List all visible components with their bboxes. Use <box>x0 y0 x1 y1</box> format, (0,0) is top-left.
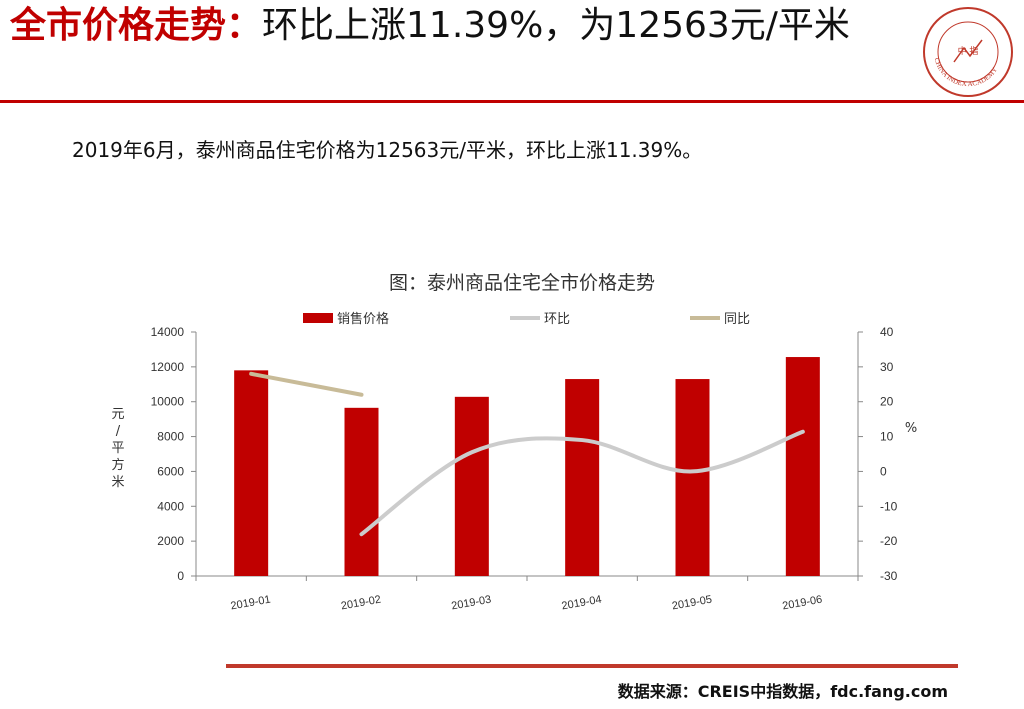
y-tick-label: 4000 <box>157 499 184 513</box>
y2-axis-label: % <box>905 421 917 436</box>
y-tick-label: 10000 <box>151 395 185 409</box>
legend-label-yoy: 同比 <box>724 312 750 327</box>
legend-swatch-price <box>303 313 333 323</box>
chart-title: 图：泰州商品住宅全市价格走势 <box>388 272 655 294</box>
page-title-rest: 环比上涨11.39%，为12563元/平米 <box>262 5 850 46</box>
bar-2019-01 <box>234 370 269 576</box>
y-tick-label: 0 <box>177 569 184 583</box>
y2-tick-label: 30 <box>880 360 894 374</box>
x-tick-label: 2019-02 <box>340 594 382 613</box>
y-tick-label: 6000 <box>157 464 184 478</box>
x-tick-label: 2019-04 <box>561 594 603 613</box>
y2-tick-label: 0 <box>880 464 887 478</box>
x-tick-label: 2019-01 <box>230 594 272 613</box>
y2-tick-label: -10 <box>880 499 898 513</box>
page-title-lead: 全市价格走势： <box>10 5 263 46</box>
data-source: 数据来源：CREIS中指数据，fdc.fang.com <box>617 682 948 701</box>
x-tick-label: 2019-03 <box>450 594 492 613</box>
summary-text: 2019年6月，泰州商品住宅价格为12563元/平米，环比上涨11.39%。 <box>72 138 703 162</box>
x-tick-label: 2019-05 <box>671 594 713 613</box>
bar-2019-03 <box>454 396 489 576</box>
bar-2019-04 <box>565 379 600 576</box>
logo-label: 中 指 <box>958 45 979 57</box>
y-tick-label: 2000 <box>157 534 184 548</box>
x-tick-label: 2019-06 <box>781 594 823 613</box>
y2-tick-label: 20 <box>880 395 894 409</box>
line-series-yoy <box>249 371 364 397</box>
title-divider <box>0 100 1024 103</box>
legend-label-mom: 环比 <box>544 312 570 327</box>
legend-label-price: 销售价格 <box>337 311 389 327</box>
y2-tick-label: -20 <box>880 534 898 548</box>
y-tick-label: 8000 <box>157 430 184 444</box>
china-index-academy-logo: CHINA INDEX ACADEMY 中 指 <box>923 7 1013 97</box>
line-series-mom <box>359 429 805 537</box>
y2-tick-label: 40 <box>880 325 894 339</box>
footer-divider <box>226 664 958 668</box>
bar-2019-05 <box>675 379 710 576</box>
y2-tick-label: 10 <box>880 430 894 444</box>
y-tick-label: 14000 <box>151 325 185 339</box>
bar-2019-06 <box>785 357 820 576</box>
y2-tick-label: -30 <box>880 569 898 583</box>
y-axis-label: 元/平方米 <box>111 407 124 490</box>
page-title: 全市价格走势：环比上涨11.39%，为12563元/平米 <box>10 4 915 48</box>
bar-2019-02 <box>344 407 379 576</box>
y-tick-label: 12000 <box>151 360 185 374</box>
